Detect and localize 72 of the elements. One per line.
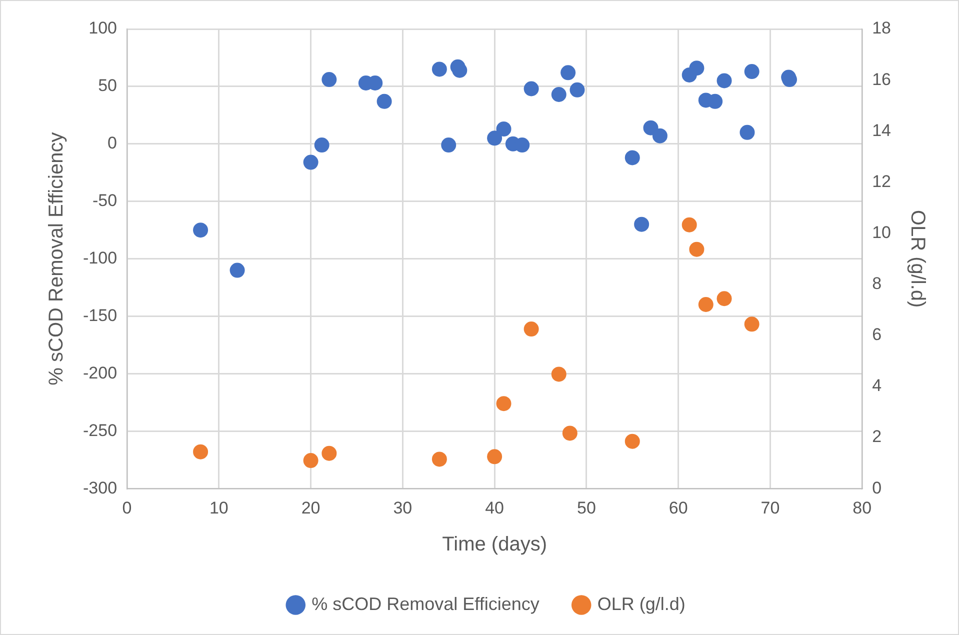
point: [496, 121, 512, 136]
y2-tick-label: 8: [872, 274, 882, 294]
y2-tick-label: 4: [872, 376, 882, 396]
x-tick-label: 60: [668, 498, 688, 518]
y-tick-label: -50: [92, 191, 118, 210]
x-tick-label: 80: [852, 498, 872, 518]
legend-label: % sCOD Removal Efficiency: [312, 594, 540, 614]
x-tick-label: 50: [576, 498, 596, 518]
point: [689, 242, 704, 257]
point: [744, 64, 760, 80]
point: [314, 138, 330, 153]
point: [562, 426, 578, 441]
point: [514, 138, 530, 153]
point: [689, 60, 704, 76]
point: [740, 124, 755, 140]
x-tick-label: 40: [485, 498, 504, 518]
y2-tick-label: 14: [872, 120, 892, 140]
point: [652, 128, 668, 144]
x-tick-label: 10: [209, 498, 228, 518]
x-tick-label: 20: [301, 498, 320, 518]
y-tick-label: 0: [108, 134, 118, 153]
point: [560, 65, 576, 80]
point: [624, 434, 640, 449]
y2-tick-label: 2: [872, 427, 882, 446]
y-tick-label: -250: [82, 420, 118, 440]
y-tick-label: 50: [98, 76, 118, 96]
point: [682, 217, 697, 232]
point: [487, 449, 502, 464]
point: [496, 396, 512, 412]
point: [487, 130, 502, 146]
point: [551, 366, 566, 382]
point: [193, 444, 208, 460]
y-axis-title: % sCOD Removal Efficiency: [46, 132, 68, 386]
y-tick-label: -100: [82, 248, 118, 268]
y2-tick-label: 6: [872, 325, 882, 344]
point: [570, 82, 585, 98]
legend-label: OLR (g/l.d): [597, 594, 686, 614]
point: [698, 297, 714, 312]
y-tick-label: -150: [82, 306, 118, 325]
point: [634, 216, 650, 232]
point: [716, 73, 732, 88]
point: [230, 262, 245, 278]
point: [303, 154, 318, 170]
y-tick-label: 100: [88, 18, 118, 38]
point: [322, 72, 337, 88]
point: [524, 322, 539, 337]
y2-tick-label: 12: [872, 172, 892, 191]
y2-tick-label: 0: [872, 478, 882, 498]
point: [432, 62, 447, 77]
y2-axis-title: OLR (g/l.d): [906, 210, 928, 308]
point: [708, 94, 723, 109]
y-tick-label: -300: [82, 478, 118, 498]
point: [441, 138, 456, 153]
y2-tick-label: 10: [872, 222, 892, 242]
point: [524, 81, 539, 96]
point: [452, 62, 468, 78]
point: [744, 316, 760, 332]
y2-tick-label: 18: [872, 18, 892, 38]
point: [322, 446, 337, 461]
point: [303, 453, 318, 468]
y2-tick-label: 16: [872, 70, 892, 89]
point: [551, 86, 566, 102]
point: [193, 222, 208, 238]
point: [716, 291, 732, 306]
x-tick-label: 70: [760, 498, 780, 518]
point: [624, 150, 640, 166]
x-tick-label: 0: [122, 498, 132, 518]
y-tick-label: -200: [82, 363, 118, 382]
x-tick-label: 30: [393, 498, 412, 518]
point: [432, 452, 447, 467]
point: [376, 94, 392, 109]
x-axis-title: Time (days): [442, 534, 547, 556]
